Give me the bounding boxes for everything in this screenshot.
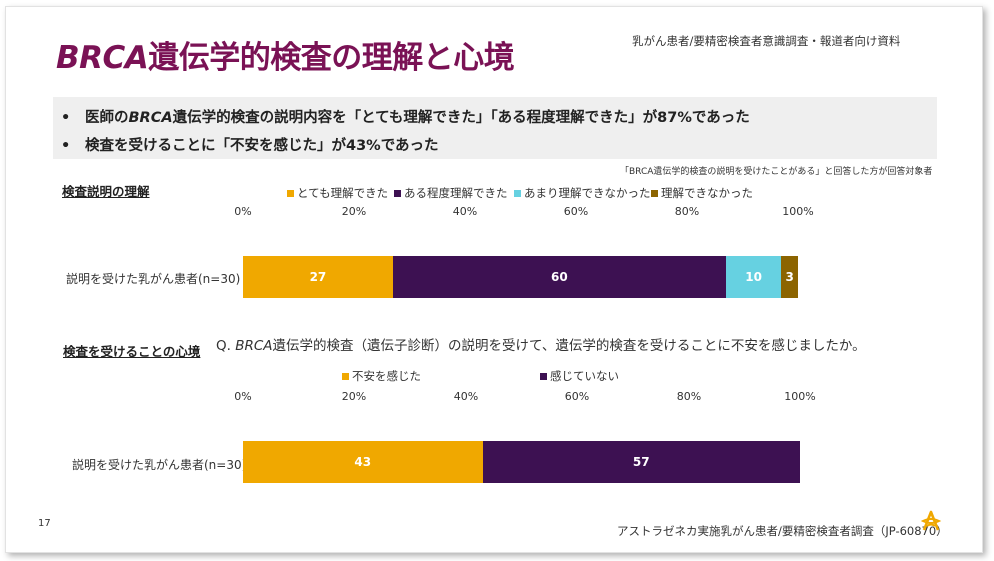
legend-label: 感じていない	[550, 369, 619, 383]
legend-swatch	[651, 189, 658, 197]
question-italic: BRCA	[235, 338, 273, 354]
stacked-bar-feelings: 43 57	[243, 441, 800, 483]
legend-label: あまり理解できなかった	[524, 186, 651, 200]
axis-tick: 80%	[674, 205, 700, 218]
bar-segment: 60	[392, 256, 726, 298]
page-number: 17	[38, 518, 51, 529]
bar-category-label: 説明を受けた乳がん患者(n=30)	[66, 272, 241, 286]
bar-segment: 43	[243, 441, 483, 483]
data-label: 60	[550, 270, 568, 284]
bar-category-label: 説明を受けた乳がん患者(n=30)	[72, 458, 247, 472]
axis-tick: 0%	[234, 205, 252, 218]
bullet-1-post: 遺伝学的検査の説明内容を「とても理解できた」「ある程度理解できた」が87%であっ…	[172, 110, 750, 126]
legend-item: 感じていない	[540, 368, 619, 384]
footer-source: アストラゼネカ実施乳がん患者/要精密検査者調査（JP-60870）	[617, 524, 948, 538]
title-italic: BRCA	[56, 40, 149, 76]
question-text: 遺伝学的検査（遺伝子診断）の説明を受けて、遺伝学的検査を受けることに不安を感じま…	[272, 338, 866, 354]
legend-label: 理解できなかった	[661, 186, 753, 200]
legend-label: ある程度理解できた	[404, 186, 508, 200]
axis-tick: 100%	[784, 390, 816, 403]
axis-tick: 100%	[782, 205, 814, 218]
legend-item: 理解できなかった	[651, 185, 753, 201]
axis-tick: 40%	[453, 390, 479, 403]
legend-swatch	[514, 189, 521, 197]
title-rest: 遺伝学的検査の理解と心境	[148, 40, 515, 76]
survey-question: Q. BRCA遺伝学的検査（遺伝子診断）の説明を受けて、遺伝学的検査を受けること…	[216, 334, 866, 354]
legend-item: 不安を感じた	[342, 368, 421, 384]
legend-item: とても理解できた	[287, 185, 388, 201]
bullet-1: • 医師のBRCA遺伝学的検査の説明内容を「とても理解できた」「ある程度理解できた…	[61, 106, 750, 127]
data-label: 57	[632, 455, 650, 469]
axis-tick: 0%	[234, 390, 252, 403]
respondent-note: 「BRCA遺伝学的検査の説明を受けたことがある」と回答した方が回答対象者	[620, 167, 933, 177]
bullet-2-text: 検査を受けることに「不安を感じた」が43%であった	[85, 138, 439, 154]
legend-item: ある程度理解できた	[394, 185, 508, 201]
source-caption: 乳がん患者/要精密検査者意識調査・報道者向け資料	[632, 34, 901, 48]
legend-swatch	[540, 372, 547, 380]
bar-segment: 10	[725, 256, 782, 298]
section-title-understanding: 検査説明の理解	[62, 184, 150, 199]
section-title-feelings: 検査を受けることの心境	[63, 344, 201, 359]
data-label: 43	[354, 455, 372, 469]
bar-segment: 57	[482, 441, 800, 483]
bullet-dot: •	[61, 110, 71, 126]
bullet-2: • 検査を受けることに「不安を感じた」が43%であった	[61, 134, 439, 155]
summary-box: • 医師のBRCA遺伝学的検査の説明内容を「とても理解できた」「ある程度理解できた…	[53, 97, 937, 159]
data-label: 10	[745, 270, 762, 284]
data-label: 3	[785, 270, 794, 284]
bar-segment: 27	[243, 256, 393, 298]
legend-label: とても理解できた	[297, 186, 389, 200]
legend-swatch	[394, 189, 401, 197]
data-label: 27	[309, 270, 327, 284]
legend-item: あまり理解できなかった	[514, 185, 651, 201]
bullet-1-italic: BRCA	[128, 110, 173, 126]
legend-label: 不安を感じた	[352, 369, 421, 383]
bullet-1-pre: 医師の	[85, 110, 129, 126]
legend-swatch	[342, 372, 349, 380]
page-title: BRCA遺伝学的検査の理解と心境	[56, 32, 515, 77]
axis-tick: 80%	[676, 390, 702, 403]
bar-segment: 3	[781, 256, 798, 298]
axis-tick: 20%	[341, 205, 367, 218]
axis-tick: 20%	[341, 390, 367, 403]
stacked-bar-understanding: 27 60 10 3	[243, 256, 798, 298]
axis-tick: 40%	[452, 205, 478, 218]
company-logo-icon	[918, 508, 944, 538]
legend-swatch	[287, 189, 294, 197]
axis-tick: 60%	[563, 205, 589, 218]
question-prefix: Q.	[216, 338, 236, 354]
bullet-dot: •	[61, 138, 71, 154]
axis-tick: 60%	[564, 390, 590, 403]
